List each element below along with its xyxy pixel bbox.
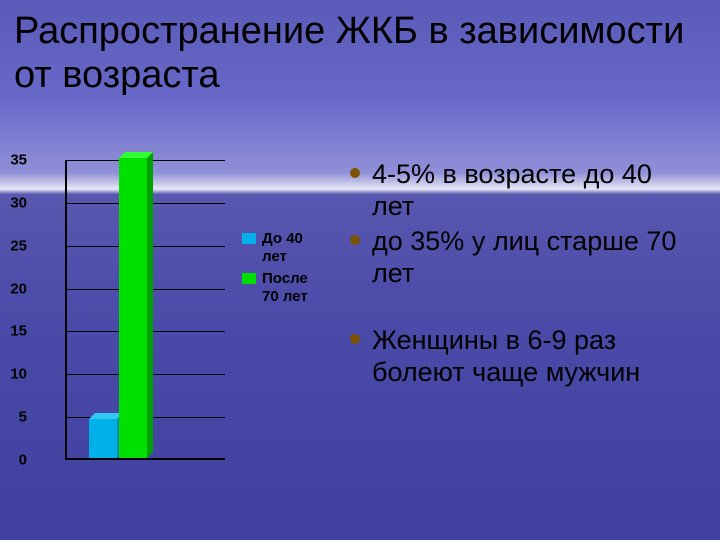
chart-bar (89, 419, 117, 458)
y-axis-label: 30 (10, 194, 27, 211)
y-axis-label: 5 (19, 409, 27, 426)
legend-item: После 70 лет (242, 270, 325, 306)
y-axis-label: 15 (10, 323, 27, 340)
legend-label: После 70 лет (262, 270, 325, 306)
chart-bar (119, 158, 147, 458)
bullet-dot-icon (350, 334, 360, 344)
legend-label: До 40 лет (262, 230, 325, 266)
bullet-item: до 35% у лиц старше 70 лет (350, 225, 700, 290)
bullet-dot-icon (350, 168, 360, 178)
bullet-text: до 35% у лиц старше 70 лет (372, 225, 700, 290)
chart-legend: До 40 лет После 70 лет (242, 230, 325, 310)
y-axis-label: 0 (19, 452, 27, 469)
bullet-item: 4-5% в возрасте до 40 лет (350, 158, 700, 223)
bullet-list: 4-5% в возрасте до 40 летдо 35% у лиц ст… (350, 158, 700, 390)
bullet-text: Женщины в 6-9 раз болеют чаще мужчин (372, 324, 700, 389)
legend-swatch (242, 233, 256, 244)
bullet-text: 4-5% в возрасте до 40 лет (372, 158, 700, 223)
y-axis-label: 10 (10, 366, 27, 383)
y-axis-label: 35 (10, 152, 27, 169)
bullet-dot-icon (350, 235, 360, 245)
slide-title: Распространение ЖКБ в зависимости от воз… (14, 10, 720, 97)
bullet-item: Женщины в 6-9 раз болеют чаще мужчин (350, 324, 700, 389)
legend-item: До 40 лет (242, 230, 325, 266)
y-axis-label: 25 (10, 237, 27, 254)
legend-swatch (242, 273, 256, 284)
bar-chart: 05101520253035 До 40 лет После 70 лет (30, 160, 325, 490)
y-axis-label: 20 (10, 280, 27, 297)
chart-plot: 05101520253035 (65, 160, 225, 460)
